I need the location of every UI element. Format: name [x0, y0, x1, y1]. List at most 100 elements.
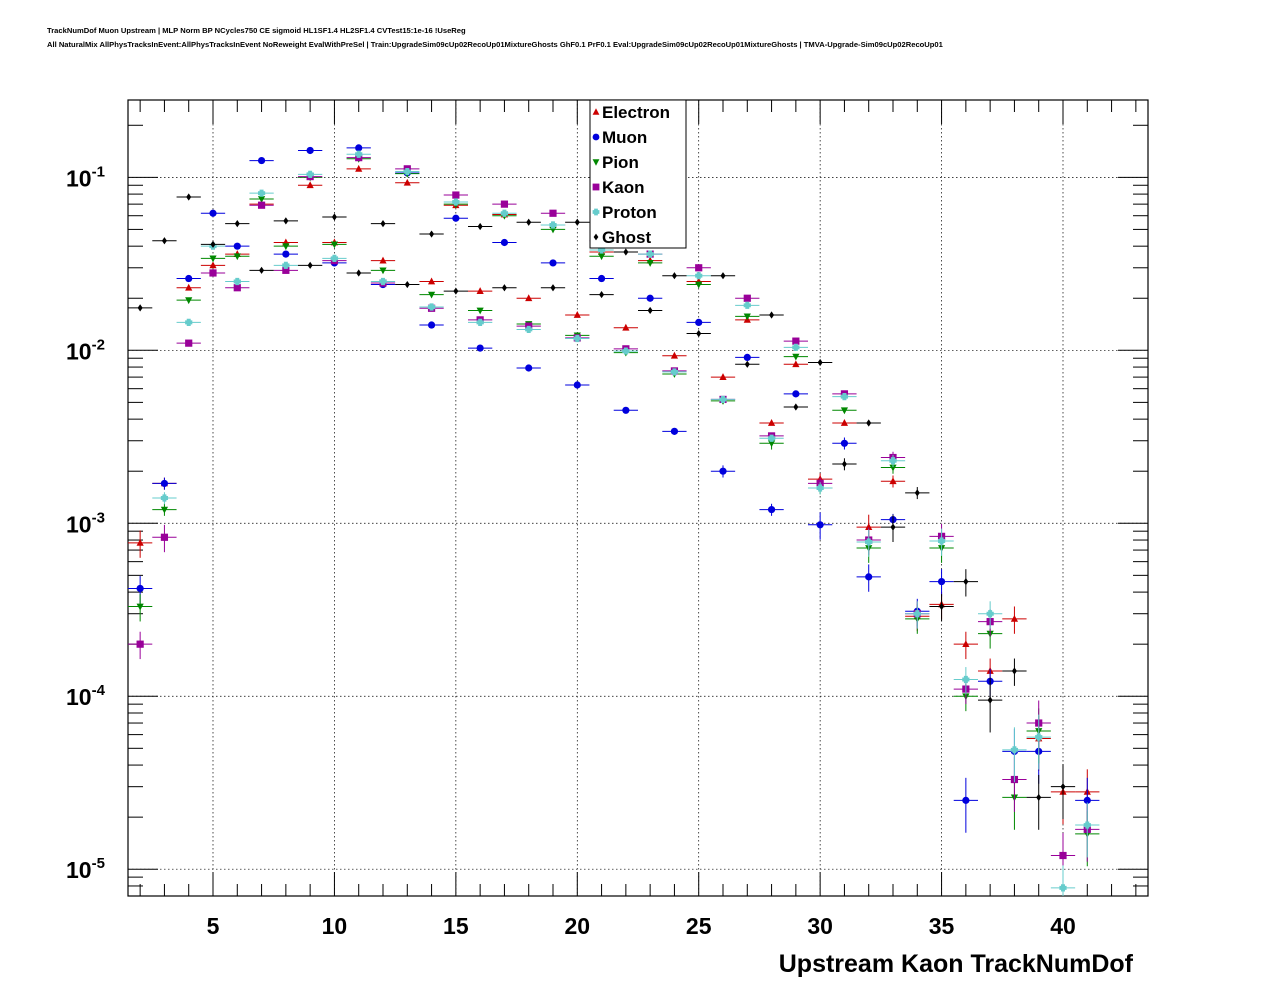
data-point — [792, 353, 800, 361]
series-kaon — [128, 154, 1100, 888]
data-point — [792, 360, 800, 368]
data-point — [1083, 796, 1091, 804]
data-point — [380, 220, 386, 228]
legend-label: Electron — [602, 103, 670, 122]
data-point — [695, 264, 703, 272]
data-point — [743, 301, 751, 309]
data-point — [160, 533, 169, 541]
data-point — [840, 439, 849, 447]
data-point — [549, 221, 557, 229]
series-ghost — [128, 193, 1076, 830]
legend-marker — [592, 208, 600, 216]
legend: Electron Muon Pion Kaon Proton Ghost — [589, 99, 687, 249]
x-tick-label: 30 — [807, 913, 833, 939]
data-point — [1010, 746, 1019, 754]
data-point — [257, 201, 266, 209]
data-point — [525, 325, 533, 334]
data-point — [282, 243, 290, 251]
data-point — [817, 358, 823, 367]
data-point — [427, 303, 436, 311]
data-point — [840, 407, 849, 415]
data-point — [1036, 793, 1042, 802]
data-point — [257, 156, 266, 165]
data-point — [719, 373, 727, 380]
data-point — [719, 395, 727, 404]
data-point — [330, 254, 339, 262]
x-tick-label: 25 — [686, 913, 712, 939]
data-point — [259, 266, 265, 274]
data-point — [939, 602, 945, 611]
data-point — [233, 242, 241, 250]
data-point — [1083, 821, 1091, 829]
legend-box — [589, 99, 687, 249]
x-tick-label: 10 — [322, 913, 348, 939]
data-point — [889, 457, 897, 465]
data-point — [186, 193, 192, 201]
data-point — [136, 603, 144, 611]
data-point — [573, 311, 581, 318]
data-point — [137, 304, 143, 312]
chart-title-line1: TrackNumDof Muon Upstream | MLP Norm BP … — [47, 26, 466, 35]
data-point — [330, 241, 339, 249]
data-point — [452, 198, 460, 206]
data-point — [986, 610, 994, 618]
data-point — [355, 150, 363, 158]
data-point — [403, 167, 411, 176]
data-point — [500, 238, 509, 247]
data-point — [889, 477, 897, 485]
data-point — [840, 392, 849, 401]
data-point — [816, 484, 824, 492]
data-point — [670, 351, 679, 359]
data-point — [185, 297, 193, 305]
data-point — [743, 353, 751, 361]
data-point — [792, 337, 800, 345]
data-point — [233, 253, 241, 261]
data-point — [136, 640, 144, 648]
data-point — [160, 494, 169, 502]
x-axis-title: Upstream Kaon TrackNumDof — [779, 950, 1134, 978]
data-point — [792, 343, 800, 351]
series-electron — [128, 164, 1100, 825]
data-point — [210, 240, 216, 248]
data-point — [185, 318, 193, 326]
data-point — [283, 217, 289, 225]
data-point — [793, 403, 799, 411]
data-point — [282, 266, 290, 274]
data-point — [477, 222, 483, 231]
data-point — [767, 419, 776, 426]
legend-label: Pion — [602, 153, 639, 172]
data-point — [573, 381, 581, 389]
data-point — [476, 287, 484, 294]
data-point — [500, 209, 509, 217]
data-point — [696, 329, 702, 338]
data-point — [306, 170, 314, 178]
data-point — [379, 256, 387, 264]
data-point — [427, 291, 436, 299]
data-point — [720, 272, 726, 280]
data-point — [914, 489, 920, 497]
x-tick-label: 5 — [207, 913, 220, 939]
y-tick-label: 10-1 — [66, 163, 105, 191]
data-point — [767, 505, 776, 514]
y-tick-label: 10-2 — [66, 336, 105, 364]
legend-label: Proton — [602, 203, 657, 222]
data-point — [599, 290, 605, 299]
data-point — [646, 294, 654, 302]
data-point — [160, 506, 169, 514]
data-point — [1059, 884, 1067, 892]
legend-marker — [592, 183, 600, 191]
data-point — [865, 523, 873, 531]
y-tick-label: 10-5 — [66, 855, 105, 883]
data-point — [670, 427, 679, 435]
data-point — [987, 696, 993, 704]
data-point — [574, 218, 580, 226]
data-point — [1010, 614, 1019, 622]
data-point — [233, 277, 241, 286]
data-point — [646, 260, 654, 267]
data-point — [1035, 733, 1043, 741]
data-point — [573, 334, 581, 343]
legend-label: Kaon — [602, 178, 645, 197]
series-pion — [128, 155, 1100, 867]
data-point — [429, 230, 435, 238]
data-point — [136, 584, 144, 593]
